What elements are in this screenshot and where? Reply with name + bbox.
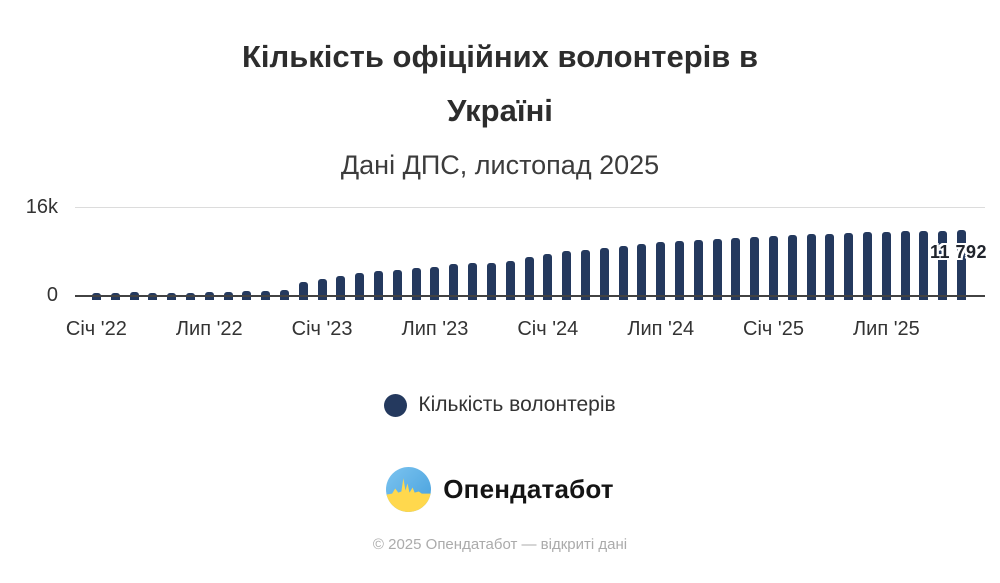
bar [599,248,609,300]
gridline-16k [75,207,985,208]
bar [806,234,816,300]
bar [919,231,929,300]
x-axis-tick: Січ '24 [517,318,579,340]
bar [524,257,534,300]
x-axis-tick: Січ '22 [65,318,127,340]
bar [430,267,440,300]
bar [863,232,873,300]
legend-label: Кількість волонтерів [418,393,616,416]
bar [900,231,910,300]
bar [411,268,421,300]
x-axis-line [75,295,985,297]
last-value-label: 11 792 [929,242,987,262]
y-axis-tick-16k: 16k [25,196,58,218]
bar [317,279,327,300]
brand-row: Опендатабот [0,467,1000,512]
bar [637,244,647,300]
bar [881,232,891,300]
bar [392,270,402,300]
bar [468,263,478,300]
bar [580,250,590,300]
bar-series [87,207,971,300]
legend: Кількість волонтерів [0,393,1000,417]
chart-title: Кількість офіційних волонтерів в Україні [0,30,1000,138]
bar [938,231,948,300]
x-axis-tick: Січ '23 [291,318,353,340]
bar [769,236,778,300]
copyright-footer: © 2025 Опендатабот — відкриті дані [372,536,628,553]
bar [618,246,628,300]
legend-circle-icon [384,393,408,417]
bar [336,276,346,300]
chart-subtitle: Дані ДПС, листопад 2025 [340,150,660,180]
bar [957,230,967,300]
y-axis-tick-0: 0 [46,284,58,306]
chart-title-line-1: Кількість офіційних волонтерів в [242,39,758,74]
x-axis-tick: Лип '25 [853,318,920,340]
bar [693,240,703,300]
bar [825,234,835,300]
x-axis-tick: Лип '23 [401,318,469,340]
bar [355,273,365,300]
bar [543,254,553,300]
x-axis-tick: Лип '22 [175,318,243,340]
x-axis-tick: Лип '24 [627,318,695,340]
bar [712,239,722,300]
bar [505,261,515,300]
bar [298,282,308,300]
bar [674,241,684,300]
bar [486,263,496,300]
bar [562,251,572,300]
x-axis-ticks: Січ '22 Лип '22 Січ '23 Лип '23 Січ '24 Лип '… [0,318,1000,344]
opendatabot-logo-icon [386,467,432,512]
bar [731,238,741,300]
chart-title-line-2: Україні [447,93,553,128]
x-axis-tick: Січ '25 [743,318,804,340]
bar [750,237,760,300]
bar [656,242,666,300]
bar [787,235,797,300]
brand-name: Опендатабот [443,474,614,504]
bar [844,233,854,300]
bar [374,271,384,300]
bar [449,264,459,300]
